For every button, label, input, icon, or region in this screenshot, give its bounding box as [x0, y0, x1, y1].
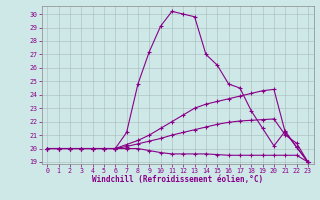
X-axis label: Windchill (Refroidissement éolien,°C): Windchill (Refroidissement éolien,°C): [92, 175, 263, 184]
